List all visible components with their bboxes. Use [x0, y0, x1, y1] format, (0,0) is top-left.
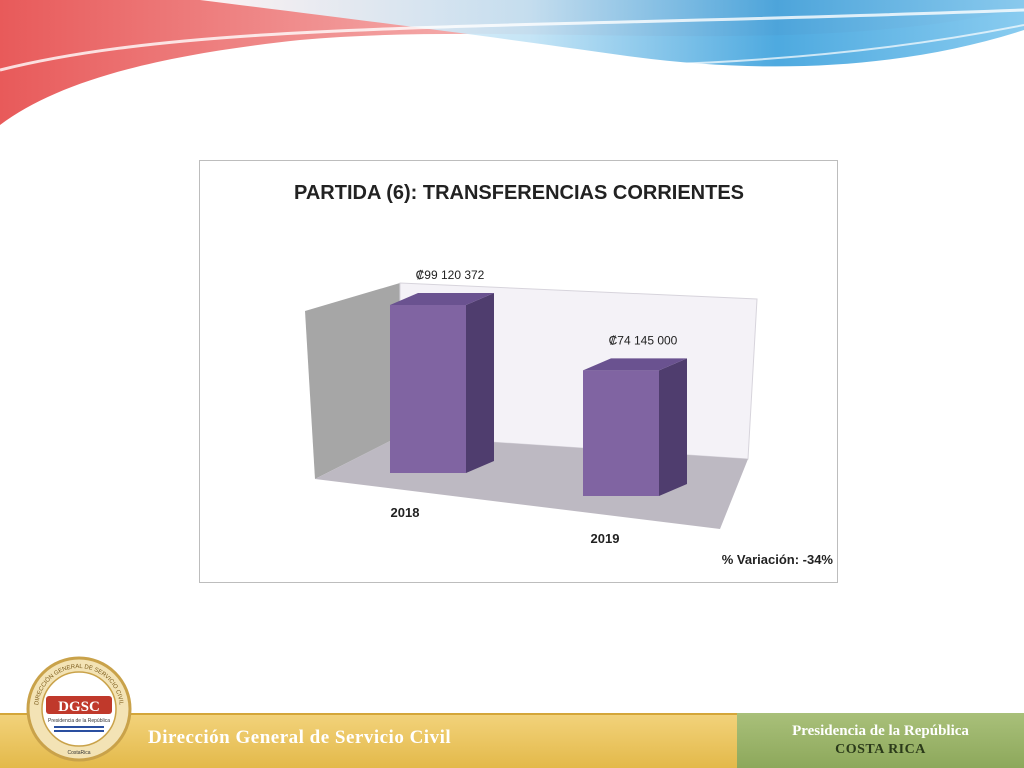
bar-2018	[390, 305, 466, 473]
value-label-2019: ₡74 145 000	[609, 333, 678, 347]
chart-title: PARTIDA (6): TRANSFERENCIAS CORRIENTES	[294, 182, 744, 204]
bar-side-2018	[466, 293, 494, 473]
logo-acronym: DGSC	[58, 699, 100, 715]
dgsc-logo: DGSC Presidencia de la República CostaRi…	[26, 656, 132, 762]
header-swoosh	[0, 0, 1024, 125]
bar-2019	[583, 370, 659, 496]
chart-side-wall	[305, 283, 400, 479]
logo-acronym-band	[46, 696, 112, 714]
footer-institution-band: Dirección General de Servicio Civil	[0, 713, 737, 768]
value-label-2018: ₡99 120 372	[416, 268, 485, 282]
footer-presidency-band: Presidencia de la República COSTA RICA	[737, 713, 1024, 768]
logo-subtitle: Presidencia de la República	[48, 718, 110, 724]
chart-frame: PARTIDA (6): TRANSFERENCIAS CORRIENTES ₡…	[199, 160, 838, 583]
category-label-2019: 2019	[591, 531, 620, 546]
presidency-line1: Presidencia de la República	[792, 723, 969, 739]
logo-country: CostaRica	[67, 750, 90, 756]
footer: Dirección General de Servicio Civil Pres…	[0, 713, 1024, 768]
variation-annotation: % Variación: -34%	[722, 552, 834, 567]
bar-side-2019	[659, 358, 687, 496]
presidency-country: COSTA RICA	[835, 742, 926, 757]
bar-top-2019	[583, 358, 687, 371]
category-label-2018: 2018	[391, 505, 420, 520]
institution-name: Dirección General de Servicio Civil	[148, 727, 452, 748]
bar-top-2018	[390, 293, 494, 305]
bar-chart: PARTIDA (6): TRANSFERENCIAS CORRIENTES ₡…	[294, 182, 834, 567]
